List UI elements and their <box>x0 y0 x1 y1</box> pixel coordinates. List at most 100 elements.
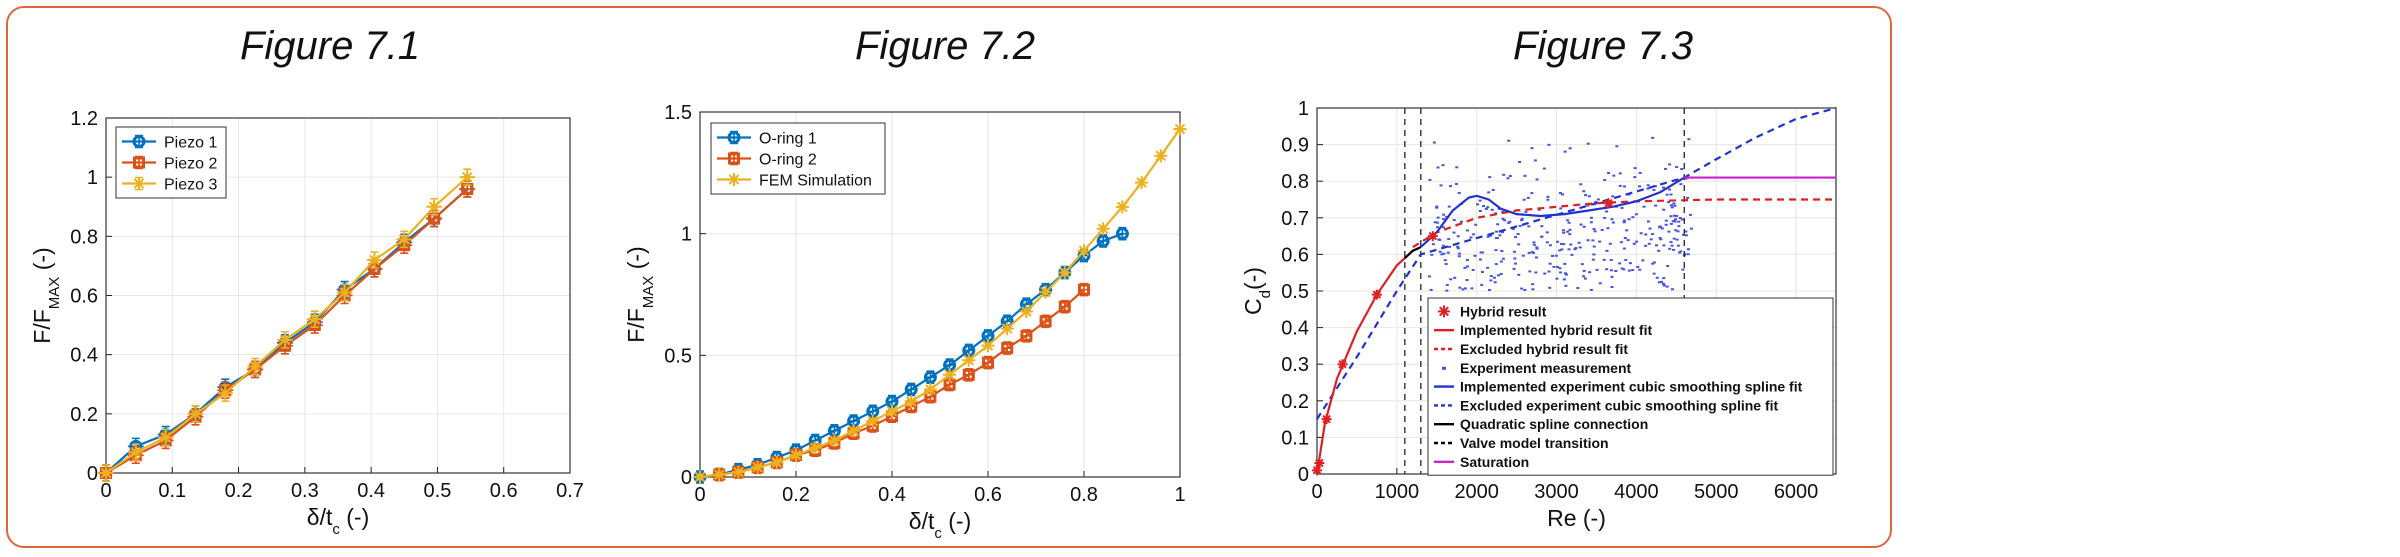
experiment-point <box>1507 221 1511 224</box>
y-tick-label: 1 <box>681 224 692 246</box>
experiment-point <box>1568 228 1572 231</box>
legend-label: Valve model transition <box>1460 435 1609 451</box>
experiment-point <box>1447 205 1451 208</box>
legend-marker <box>728 152 740 165</box>
experiment-point <box>1669 222 1673 225</box>
experiment-point <box>1564 284 1568 287</box>
experiment-point <box>1669 215 1673 218</box>
experiment-point <box>1584 194 1588 197</box>
x-tick-label: 0.7 <box>556 480 584 502</box>
x-tick-label: 0.1 <box>158 480 186 502</box>
x-tick-label: 0.3 <box>291 480 319 502</box>
experiment-point <box>1568 233 1572 236</box>
experiment-point <box>1651 136 1655 139</box>
experiment-point <box>1513 257 1517 260</box>
experiment-point <box>1440 253 1444 256</box>
experiment-point <box>1455 166 1459 169</box>
experiment-point <box>1672 237 1676 240</box>
legend-marker <box>727 173 741 186</box>
experiment-point <box>1442 213 1446 216</box>
experiment-point <box>1487 191 1491 194</box>
y-tick-label: 0.4 <box>70 345 98 367</box>
experiment-point <box>1534 271 1538 274</box>
experiment-point <box>1655 276 1659 279</box>
experiment-point <box>1546 195 1550 198</box>
experiment-point <box>1654 185 1658 188</box>
experiment-point <box>1673 204 1677 207</box>
data-point <box>129 445 143 459</box>
experiment-point <box>1562 243 1566 246</box>
data-point <box>308 312 322 326</box>
experiment-point <box>1686 248 1690 251</box>
experiment-point <box>1516 233 1520 236</box>
experiment-point <box>1673 218 1677 221</box>
experiment-point <box>1535 247 1539 250</box>
axes-box <box>699 111 1181 478</box>
experiment-point <box>1688 213 1692 216</box>
excluded-hybrid-fit-line <box>1412 198 1836 249</box>
experiment-point <box>1559 192 1563 195</box>
experiment-point <box>1499 260 1503 263</box>
data-point <box>1173 122 1187 136</box>
experiment-point <box>1478 210 1482 213</box>
experiment-point <box>1495 230 1499 233</box>
experiment-point <box>1605 268 1609 271</box>
experiment-point <box>1435 221 1439 224</box>
experiment-point <box>1586 204 1590 207</box>
experiment-point <box>1638 185 1642 188</box>
experiment-point <box>1660 227 1664 230</box>
experiment-point <box>1661 282 1665 285</box>
x-tick-label: 0.2 <box>225 480 253 502</box>
experiment-point <box>1431 243 1435 246</box>
experiment-point <box>1452 219 1456 222</box>
y-tick-label: 0.7 <box>1281 208 1309 230</box>
experiment-point <box>1583 277 1587 280</box>
legend-label: Implemented hybrid result fit <box>1460 322 1652 338</box>
experiment-point <box>1680 168 1684 171</box>
experiment-point <box>1473 254 1477 257</box>
experiment-point <box>1486 266 1490 269</box>
legend-label: Implemented experiment cubic smoothing s… <box>1460 379 1803 395</box>
implemented-hybrid-fit-line <box>1315 249 1414 475</box>
y-tick-label: 1 <box>87 167 98 189</box>
experiment-point <box>1662 208 1666 211</box>
implemented-spline-fit-line <box>1420 176 1685 248</box>
data-point <box>1000 322 1014 336</box>
hybrid-point <box>1371 289 1382 300</box>
y-tick-label: 0 <box>1298 464 1309 486</box>
experiment-point <box>1463 287 1467 290</box>
legend-label: O-ring 1 <box>759 131 817 148</box>
experiment-point <box>1427 275 1431 278</box>
experiment-point <box>1675 214 1679 217</box>
experiment-point <box>1635 240 1639 243</box>
experiment-point <box>1592 245 1596 248</box>
experiment-point <box>1559 242 1563 245</box>
experiment-point <box>1676 244 1680 247</box>
experiment-point <box>1644 233 1648 236</box>
data-point <box>1077 244 1091 258</box>
experiment-point <box>1496 223 1500 226</box>
experiment-point <box>1494 237 1498 240</box>
experiment-point <box>1638 171 1642 174</box>
experiment-point <box>1642 205 1646 208</box>
experiment-point <box>1589 288 1593 291</box>
experiment-point <box>1470 287 1474 290</box>
y-tick-label: 0 <box>87 463 98 485</box>
experiment-point <box>1632 242 1636 245</box>
experiment-point <box>1689 227 1693 230</box>
experiment-point <box>1618 172 1622 175</box>
experiment-point <box>1494 249 1498 252</box>
data-point <box>904 382 918 396</box>
experiment-point <box>1631 269 1635 272</box>
experiment-point <box>1667 188 1671 191</box>
legend-label: Saturation <box>1460 454 1529 470</box>
experiment-point <box>1530 192 1534 195</box>
experiment-point <box>1606 227 1610 230</box>
legend-label: Excluded experiment cubic smoothing spli… <box>1460 397 1779 413</box>
experiment-point <box>1579 183 1583 186</box>
experiment-point <box>1513 250 1517 253</box>
y-tick-label: 0.6 <box>1281 244 1309 266</box>
experiment-point <box>1598 282 1602 285</box>
data-point <box>278 333 292 347</box>
data-point <box>962 353 976 367</box>
